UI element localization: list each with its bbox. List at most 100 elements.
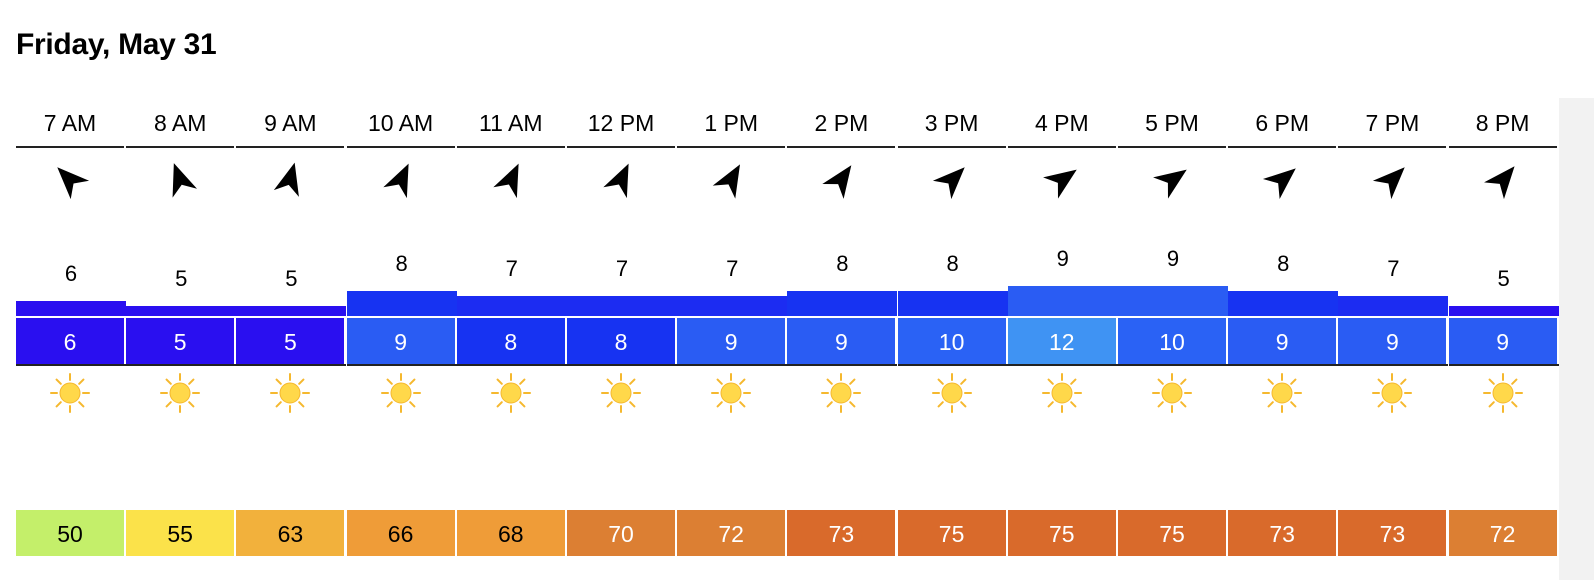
- header-divider: [677, 146, 786, 148]
- hour-label: 9 AM: [264, 110, 317, 136]
- header-divider: [897, 146, 1006, 148]
- wind-gust-value: 9: [677, 318, 786, 364]
- wind-direction-arrow-icon: [493, 163, 519, 199]
- gust-divider: [1338, 364, 1449, 366]
- hour-label: 7 PM: [1365, 110, 1420, 136]
- wind-speed-bar: [1007, 286, 1118, 316]
- wind-gust-value: 8: [567, 318, 675, 364]
- hour-column: 7 AM 6 6 50: [16, 98, 126, 580]
- gust-divider: [1448, 364, 1559, 366]
- wind-speed-value: 5: [175, 266, 188, 291]
- wind-direction-arrow-icon: [1153, 169, 1187, 199]
- hour-label: 11 AM: [479, 110, 543, 136]
- sun-icon: [50, 373, 90, 413]
- temperature-value: 55: [126, 510, 235, 556]
- wind-gust-value: 9: [1228, 318, 1337, 364]
- hour-column: 10 AM 8 9 66: [346, 98, 457, 580]
- wind-gust-value: 5: [236, 318, 345, 364]
- wind-speed-bar: [456, 296, 567, 316]
- sun-icon: [380, 373, 421, 413]
- header-divider: [1118, 146, 1226, 148]
- wind-gust-value: 9: [1338, 318, 1447, 364]
- wind-gust-value: 12: [1007, 318, 1116, 364]
- wind-speed-value: 8: [1277, 251, 1290, 276]
- sun-icon: [1152, 373, 1192, 413]
- wind-speed-value: 7: [1387, 256, 1400, 281]
- hour-label: 5 PM: [1145, 110, 1199, 136]
- sun-icon: [1041, 373, 1082, 413]
- hour-column: 2 PM 8 9 73: [787, 98, 898, 580]
- wind-direction-arrow-icon: [932, 167, 965, 200]
- wind-direction-arrow-icon: [1263, 168, 1296, 199]
- wind-direction-arrow-icon: [1042, 169, 1077, 199]
- temperature-value: 75: [1118, 510, 1226, 556]
- wind-speed-value: 7: [505, 256, 518, 281]
- gust-divider: [677, 364, 788, 366]
- wind-gust-value: 9: [1448, 318, 1557, 364]
- hour-label: 7 AM: [43, 110, 97, 136]
- header-divider: [126, 146, 235, 148]
- temperature-value: 50: [16, 510, 124, 556]
- hour-label: 12 PM: [587, 110, 655, 136]
- hour-label: 8 AM: [153, 110, 207, 136]
- sun-icon: [601, 373, 641, 413]
- hourly-forecast-grid[interactable]: 7 AM 6 6 50 8 AM 5 5 55 9 AM 5 5 63 10 AM 8 9 66 11 AM 7 8…: [16, 98, 1594, 580]
- wind-speed-bar: [897, 291, 1008, 316]
- sun-icon: [160, 373, 201, 413]
- hour-label: 6 PM: [1255, 110, 1310, 136]
- gust-divider: [236, 364, 347, 366]
- wind-gust-value: 10: [1118, 318, 1226, 364]
- temperature-value: 68: [456, 510, 565, 556]
- header-divider: [567, 146, 675, 148]
- temperature-value: 73: [1338, 510, 1447, 556]
- hour-column: 5 PM 9 10 75: [1118, 98, 1228, 580]
- wind-speed-value: 9: [1056, 246, 1069, 271]
- wind-speed-value: 5: [1497, 266, 1510, 291]
- wind-speed-value: 8: [395, 251, 408, 276]
- hour-column: 4 PM 9 12 75: [1007, 98, 1118, 580]
- temperature-value: 75: [897, 510, 1006, 556]
- hour-label: 4 PM: [1034, 110, 1089, 136]
- sun-icon: [1482, 373, 1523, 413]
- wind-direction-arrow-icon: [712, 164, 741, 199]
- hour-column: 8 PM 5 9 72: [1448, 98, 1559, 580]
- sun-icon: [270, 373, 311, 413]
- sun-icon: [1262, 373, 1303, 413]
- header-divider: [1228, 146, 1337, 148]
- wind-gust-value: 10: [897, 318, 1006, 364]
- header-divider: [1448, 146, 1557, 148]
- wind-speed-bar: [16, 301, 126, 316]
- wind-speed-bar: [126, 306, 237, 316]
- wind-speed-bar: [1228, 291, 1339, 316]
- wind-speed-bar: [1118, 286, 1228, 316]
- wind-direction-arrow-icon: [822, 165, 852, 199]
- wind-speed-value: 7: [615, 256, 629, 281]
- wind-gust-value: 6: [16, 318, 124, 364]
- temperature-value: 66: [346, 510, 455, 556]
- gust-divider: [126, 364, 237, 366]
- temperature-value: 72: [677, 510, 786, 556]
- wind-direction-arrow-icon: [274, 162, 300, 197]
- wind-direction-arrow-icon: [382, 163, 409, 199]
- wind-speed-bar: [787, 291, 898, 316]
- gust-divider: [897, 364, 1008, 366]
- wind-speed-bar: [677, 296, 788, 316]
- sun-icon: [821, 373, 862, 413]
- gust-divider: [1118, 364, 1228, 366]
- sun-icon: [711, 373, 752, 413]
- wind-direction-arrow-icon: [1373, 167, 1406, 200]
- day-title: Friday, May 31: [16, 28, 217, 61]
- wind-speed-value: 7: [726, 256, 739, 281]
- temperature-value: 75: [1007, 510, 1116, 556]
- hour-column: 8 AM 5 5 55: [126, 98, 237, 580]
- wind-direction-arrow-icon: [172, 163, 198, 198]
- hour-column: 1 PM 7 9 72: [677, 98, 788, 580]
- wind-speed-bar: [1448, 306, 1559, 316]
- header-divider: [346, 146, 455, 148]
- gust-divider: [1007, 364, 1118, 366]
- hour-column: 12 PM 7 8 70: [567, 98, 677, 580]
- sun-icon: [490, 373, 531, 413]
- wind-speed-bar: [1338, 296, 1449, 316]
- hour-column: 9 AM 5 5 63: [236, 98, 347, 580]
